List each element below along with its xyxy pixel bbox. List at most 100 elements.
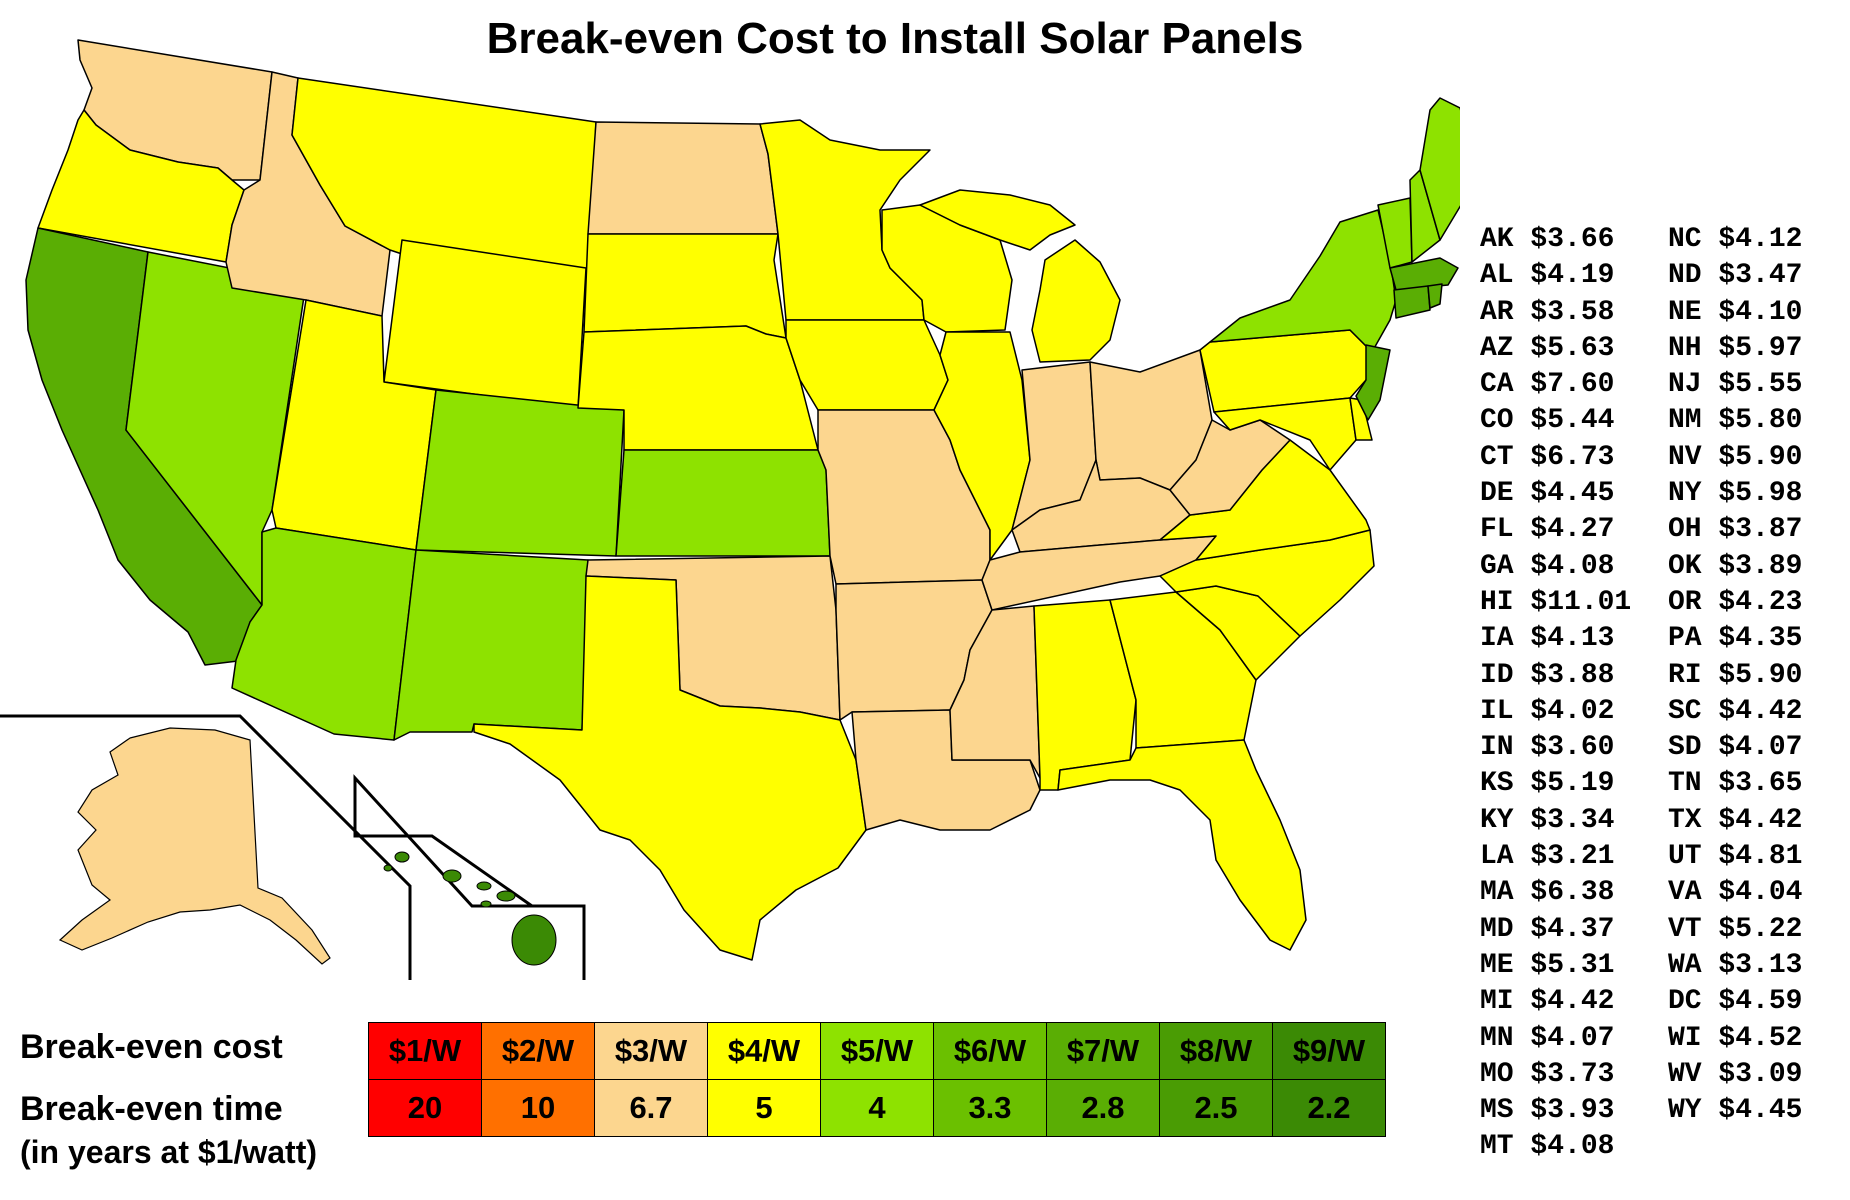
- state-list-item: NE $4.10: [1668, 295, 1802, 331]
- legend-time-cell: 6.7: [594, 1079, 708, 1137]
- state-list-item: DE $4.45: [1480, 476, 1631, 512]
- legend-cost-cell: $7/W: [1046, 1022, 1160, 1080]
- state-list-item: OR $4.23: [1668, 585, 1802, 621]
- state-list-item: IN $3.60: [1480, 730, 1631, 766]
- legend-cost-cell: $5/W: [820, 1022, 934, 1080]
- state-co: [415, 389, 625, 557]
- state-code: SC: [1668, 695, 1702, 727]
- state-code: VT: [1668, 913, 1702, 945]
- state-list-item: WI $4.52: [1668, 1021, 1802, 1057]
- state-value: $4.08: [1530, 550, 1615, 582]
- state-value: $4.19: [1530, 260, 1615, 292]
- state-list-column: AK $3.66 AL $4.19 AR $3.58 AZ $5.63 CA $7.60…: [1480, 222, 1631, 1166]
- state-value: $4.10: [1718, 296, 1803, 328]
- state-list-item: RI $5.90: [1668, 658, 1802, 694]
- state-code: WV: [1668, 1058, 1702, 1090]
- legend-cost-cell: $4/W: [707, 1022, 821, 1080]
- state-list-item: MS $3.93: [1480, 1093, 1631, 1129]
- alaska-inset-frame: [0, 714, 412, 980]
- state-sd: [583, 233, 787, 339]
- state-value: $5.80: [1718, 405, 1803, 437]
- state-value: $4.13: [1530, 623, 1615, 655]
- state-value: $4.52: [1718, 1022, 1803, 1054]
- state-list-item: ID $3.88: [1480, 658, 1631, 694]
- state-value: $3.89: [1718, 550, 1803, 582]
- state-code: HI: [1480, 586, 1514, 618]
- state-list-item: IL $4.02: [1480, 694, 1631, 730]
- state-value: $4.27: [1530, 514, 1615, 546]
- state-code: FL: [1480, 514, 1514, 546]
- state-mi: [919, 189, 1076, 251]
- state-list-item: NJ $5.55: [1668, 367, 1802, 403]
- state-code: TX: [1668, 804, 1702, 836]
- state-value: $5.90: [1718, 441, 1803, 473]
- state-code: WA: [1668, 949, 1702, 981]
- state-value: $4.42: [1718, 695, 1803, 727]
- state-list-item: CT $6.73: [1480, 440, 1631, 476]
- state-code: KY: [1480, 804, 1514, 836]
- state-value: $5.63: [1530, 332, 1615, 364]
- state-code: CO: [1480, 405, 1514, 437]
- state-value: $7.60: [1530, 369, 1615, 401]
- state-value: $5.97: [1718, 332, 1803, 364]
- state-value: $3.66: [1530, 224, 1615, 255]
- state-value: $3.21: [1530, 841, 1615, 873]
- state-value: $4.42: [1718, 804, 1803, 836]
- state-code: MA: [1480, 877, 1514, 909]
- state-code: DC: [1668, 986, 1702, 1018]
- state-value: $4.12: [1718, 224, 1803, 255]
- state-list-item: HI $11.01: [1480, 585, 1631, 621]
- state-value: $3.93: [1530, 1095, 1615, 1127]
- legend-time-cell: 2.8: [1046, 1079, 1160, 1137]
- state-code: LA: [1480, 841, 1514, 873]
- state-code: GA: [1480, 550, 1514, 582]
- state-code: MD: [1480, 913, 1514, 945]
- state-code: PA: [1668, 623, 1702, 655]
- us-map: [0, 39, 1460, 980]
- hawaii-inset-frame: [353, 774, 586, 980]
- state-ct: [1393, 285, 1431, 319]
- state-list-item: NV $5.90: [1668, 440, 1802, 476]
- state-code: OR: [1668, 586, 1702, 618]
- state-code: DE: [1480, 478, 1514, 510]
- state-code: OK: [1668, 550, 1702, 582]
- state-code: NJ: [1668, 369, 1702, 401]
- legend-time-label: Break-even time: [20, 1090, 283, 1128]
- state-list-column: NC $4.12 ND $3.47 NE $4.10 NH $5.97 NJ $5.55…: [1668, 222, 1802, 1129]
- state-list-item: DC $4.59: [1668, 984, 1802, 1020]
- map-title: Break-even Cost to Install Solar Panels: [486, 14, 1304, 63]
- state-value: $3.47: [1718, 260, 1803, 292]
- state-wv: [1169, 419, 1291, 516]
- state-list-item: AR $3.58: [1480, 295, 1631, 331]
- legend-cost-cell: $9/W: [1272, 1022, 1386, 1080]
- state-list-item: MA $6.38: [1480, 875, 1631, 911]
- state-code: TN: [1668, 768, 1702, 800]
- state-code: ND: [1668, 260, 1702, 292]
- state-code: MS: [1480, 1095, 1514, 1127]
- state-list-item: PA $4.35: [1668, 621, 1802, 657]
- state-list-item: OH $3.87: [1668, 512, 1802, 548]
- state-value: $3.60: [1530, 732, 1615, 764]
- state-tx: [473, 575, 867, 961]
- state-list-item: LA $3.21: [1480, 839, 1631, 875]
- state-value: $4.35: [1718, 623, 1803, 655]
- state-list-item: VT $5.22: [1668, 912, 1802, 948]
- state-list-item: MO $3.73: [1480, 1057, 1631, 1093]
- state-value: $5.19: [1530, 768, 1615, 800]
- legend-time-note: (in years at $1/watt): [20, 1134, 317, 1170]
- legend-cost-cell: $1/W: [368, 1022, 482, 1080]
- state-code: IN: [1480, 732, 1514, 764]
- legend-cost-cell: $8/W: [1159, 1022, 1273, 1080]
- state-code: KS: [1480, 768, 1514, 800]
- state-il: [933, 331, 1031, 561]
- state-code: IA: [1480, 623, 1514, 655]
- state-value: $5.98: [1718, 478, 1803, 510]
- state-code: NM: [1668, 405, 1702, 437]
- state-list-item: MI $4.42: [1480, 984, 1631, 1020]
- state-ma: [1389, 257, 1459, 291]
- state-list-item: UT $4.81: [1668, 839, 1802, 875]
- legend-cost-label: Break-even cost: [20, 1028, 283, 1066]
- state-wy: [383, 239, 587, 409]
- state-list-item: WY $4.45: [1668, 1093, 1802, 1129]
- state-list-item: CA $7.60: [1480, 367, 1631, 403]
